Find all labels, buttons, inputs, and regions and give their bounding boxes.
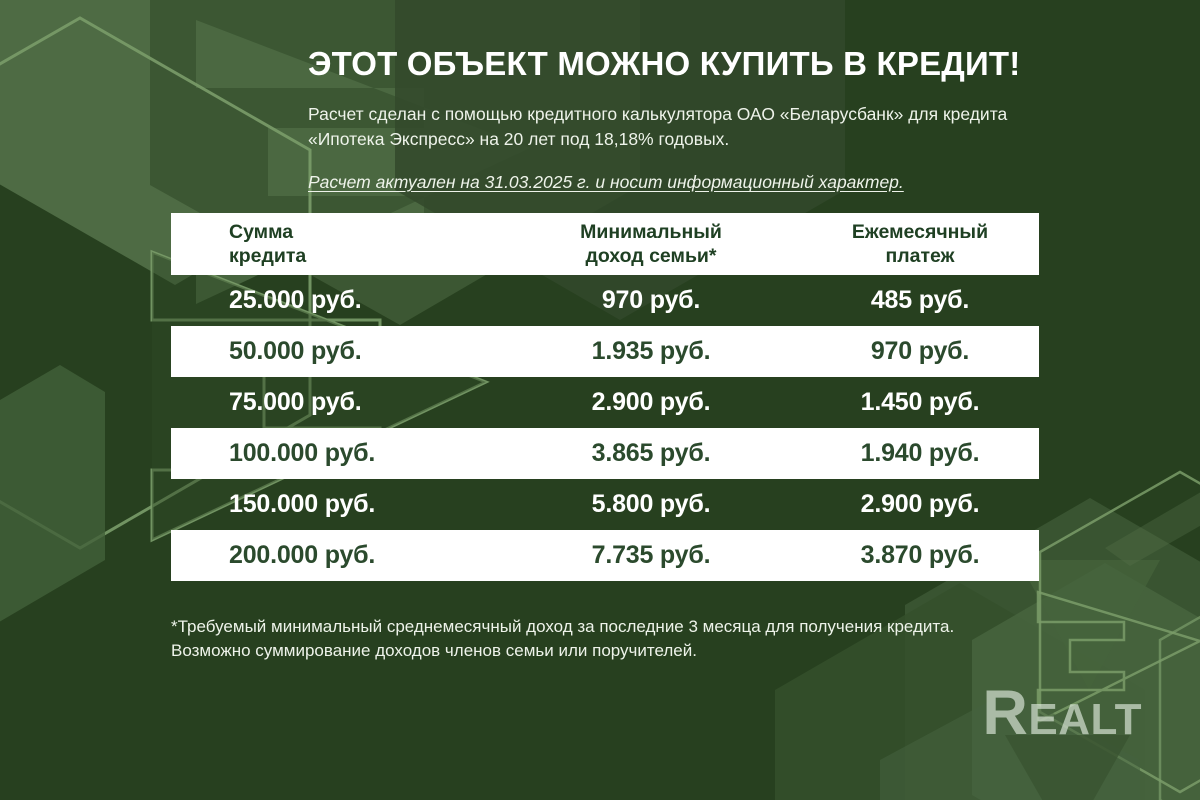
cell-loan-amount: 50.000 руб. xyxy=(229,337,362,365)
cell-loan-amount: 100.000 руб. xyxy=(229,439,376,467)
cell-monthly-payment: 1.940 руб. xyxy=(860,439,980,467)
cell-minimum-income: 5.800 руб. xyxy=(591,490,711,518)
poster-header: ЭТОТ ОБЪЕКТ МОЖНО КУПИТЬ В КРЕДИТ! Расче… xyxy=(308,44,1068,194)
validity-note-text: Расчет актуален на 31.03.2025 г. и носит… xyxy=(308,172,904,192)
cell-minimum-income: 7.735 руб. xyxy=(591,541,711,569)
cell-monthly-payment: 3.870 руб. xyxy=(860,541,980,569)
validity-note: Расчет актуален на 31.03.2025 г. и носит… xyxy=(308,152,1068,194)
table-row: 100.000 руб. 3.865 руб. 1.940 руб. xyxy=(171,428,1039,479)
cell-monthly-payment: 2.900 руб. xyxy=(860,490,980,518)
cell-monthly-payment: 970 руб. xyxy=(870,337,970,365)
cell-loan-amount: 75.000 руб. xyxy=(229,388,362,416)
cell-minimum-income: 970 руб. xyxy=(601,286,701,314)
table-header-row: Сумма кредита Минимальный доход семьи* Е… xyxy=(171,213,1039,275)
table-row: 50.000 руб. 1.935 руб. 970 руб. xyxy=(171,326,1039,377)
column-header-monthly-payment: Ежемесячный платеж xyxy=(851,221,989,267)
calculation-description: Расчет сделан с помощью кредитного кальк… xyxy=(308,104,1008,149)
table-row: 200.000 руб. 7.735 руб. 3.870 руб. xyxy=(171,530,1039,581)
table-row: 150.000 руб. 5.800 руб. 2.900 руб. xyxy=(171,479,1039,530)
table-row: 25.000 руб. 970 руб. 485 руб. xyxy=(171,275,1039,326)
page-title: ЭТОТ ОБЪЕКТ МОЖНО КУПИТЬ В КРЕДИТ! xyxy=(308,45,1021,82)
cell-loan-amount: 150.000 руб. xyxy=(229,490,376,518)
cell-minimum-income: 1.935 руб. xyxy=(591,337,711,365)
cell-minimum-income: 3.865 руб. xyxy=(591,439,711,467)
cell-monthly-payment: 485 руб. xyxy=(870,286,970,314)
cell-minimum-income: 2.900 руб. xyxy=(591,388,711,416)
realt-logo: Realt xyxy=(982,682,1142,745)
cell-monthly-payment: 1.450 руб. xyxy=(860,388,980,416)
cell-loan-amount: 200.000 руб. xyxy=(229,541,376,569)
realt-logo-initial: R xyxy=(982,678,1029,748)
table-row: 75.000 руб. 2.900 руб. 1.450 руб. xyxy=(171,377,1039,428)
cell-loan-amount: 25.000 руб. xyxy=(229,286,362,314)
column-header-minimum-family-income: Минимальный доход семьи* xyxy=(580,221,722,267)
footnote: *Требуемый минимальный среднемесячный до… xyxy=(171,617,955,660)
credit-table: Сумма кредита Минимальный доход семьи* Е… xyxy=(171,213,1039,581)
realt-logo-rest: ealt xyxy=(1028,678,1142,748)
column-header-loan-amount: Сумма кредита xyxy=(229,221,307,267)
